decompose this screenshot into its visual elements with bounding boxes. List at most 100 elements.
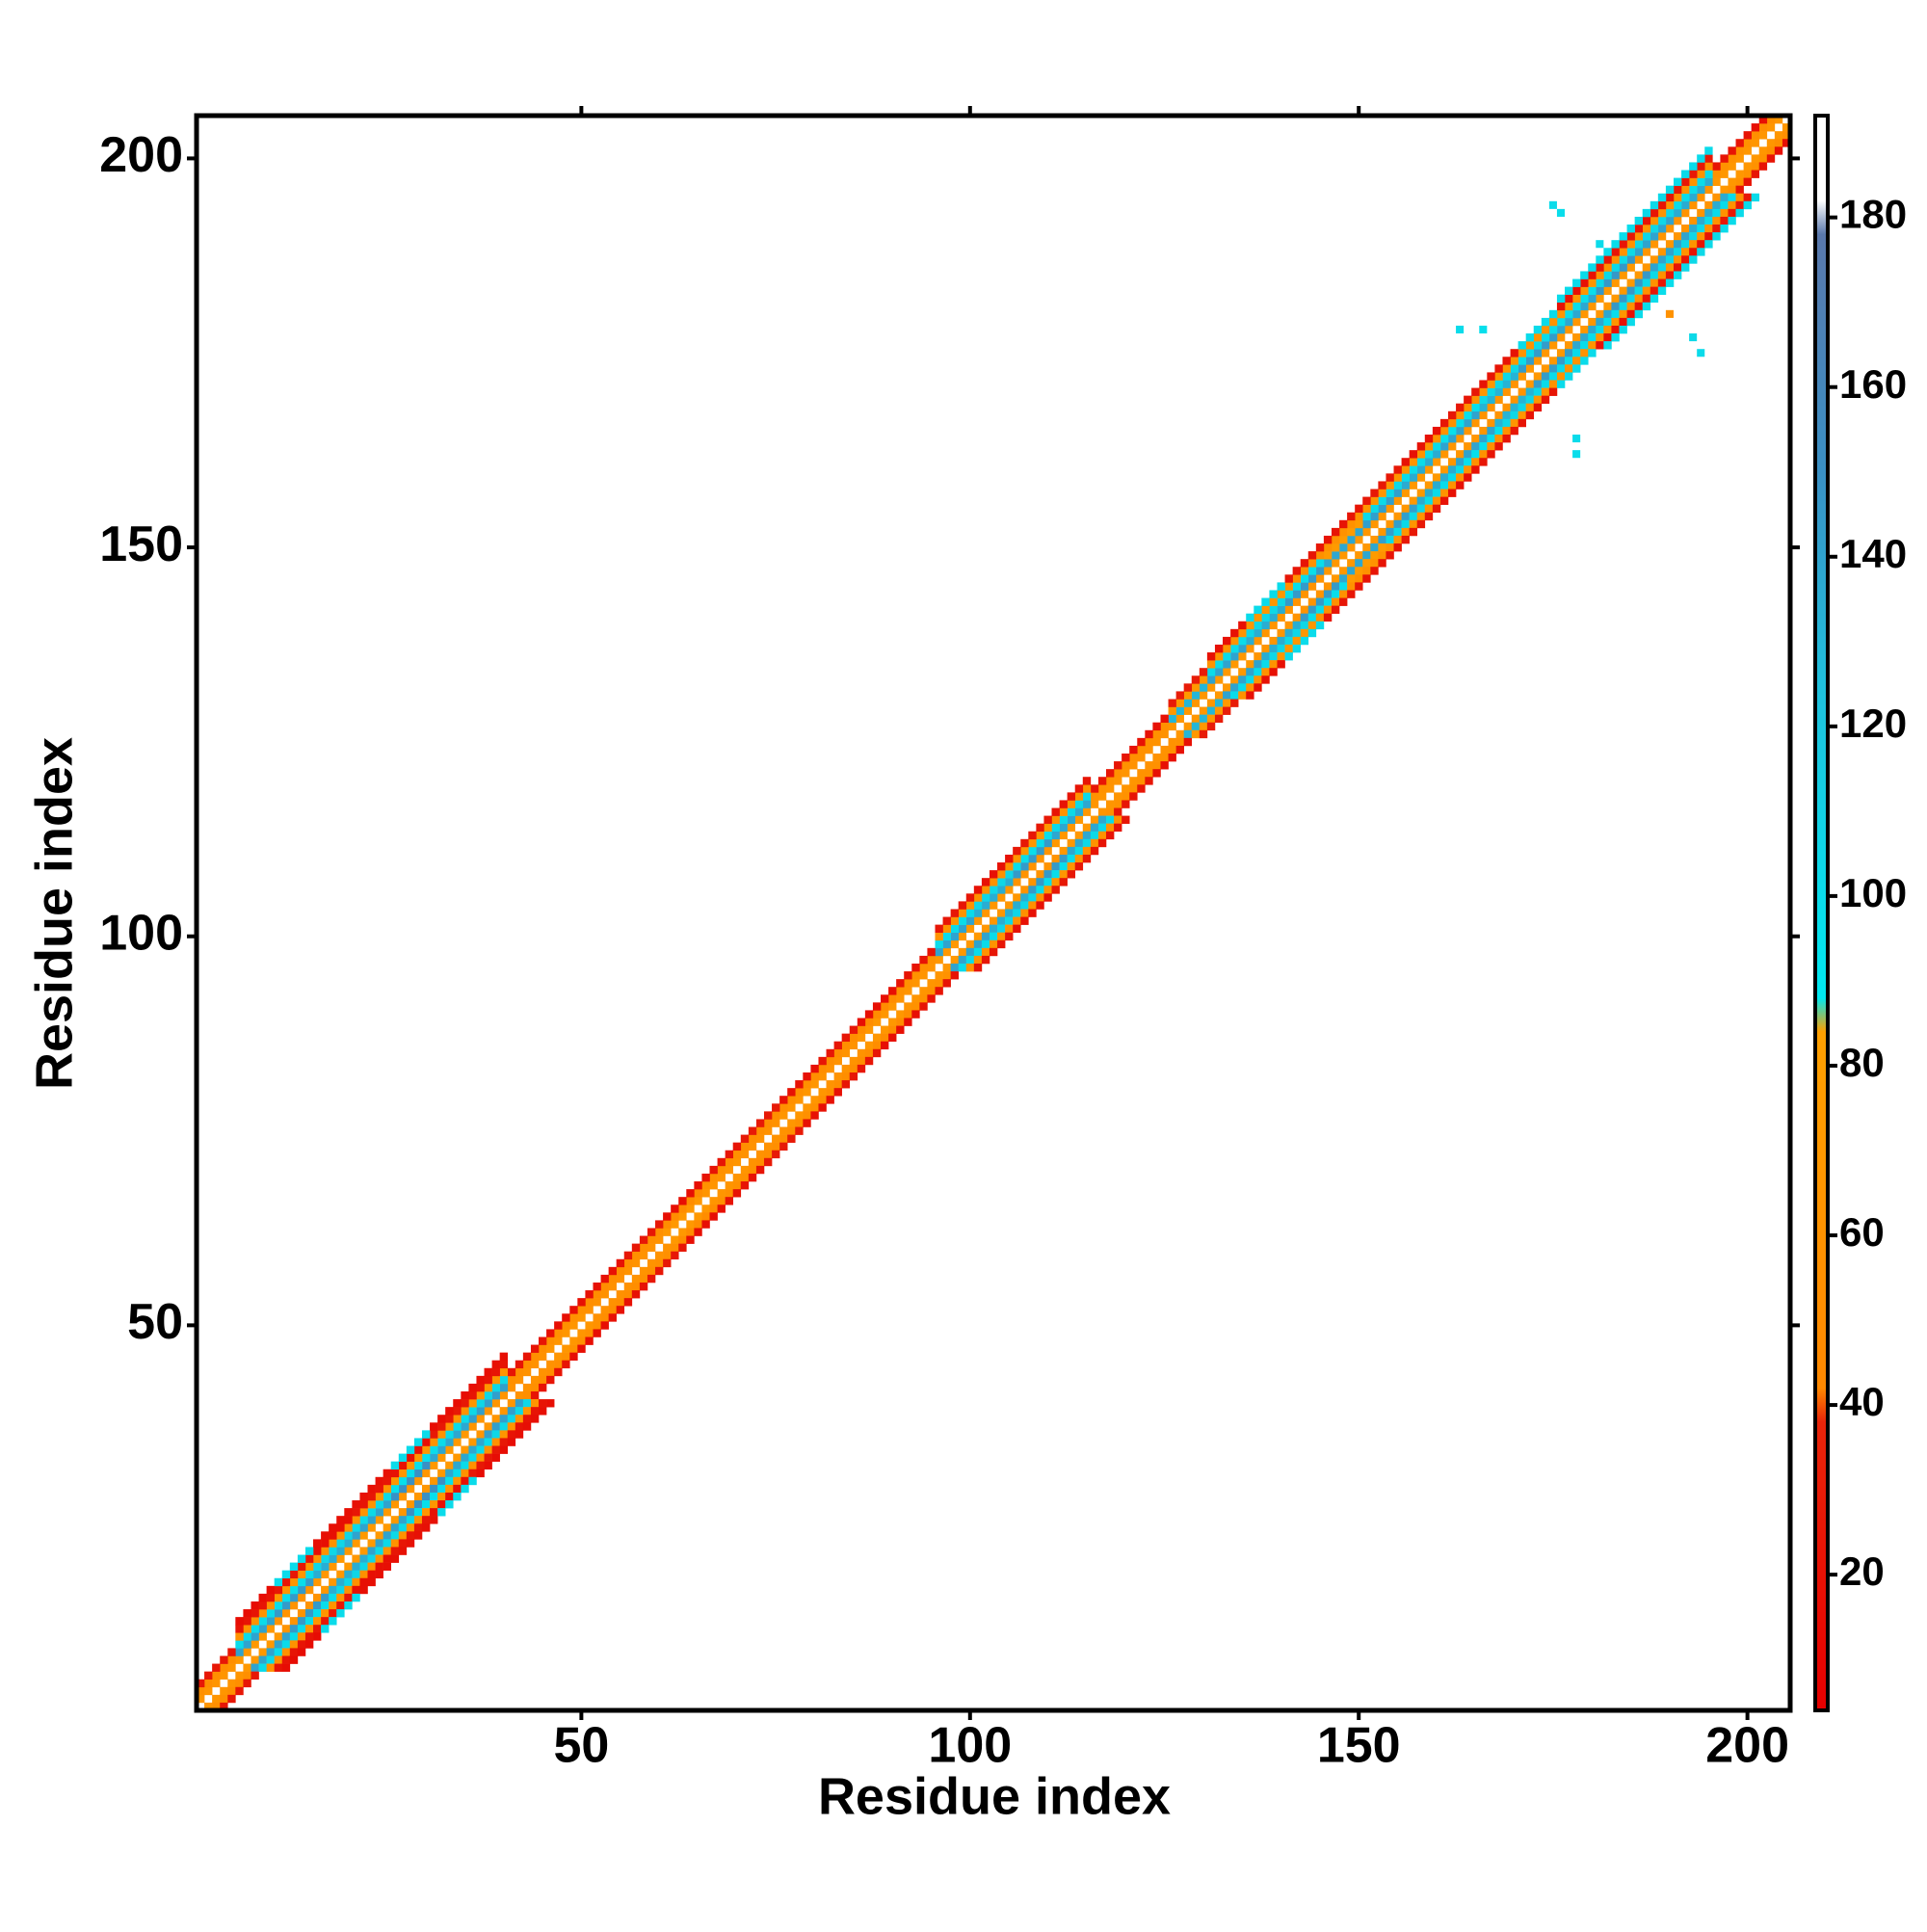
heatmap-cell [1386,519,1394,529]
heatmap-cell [1533,357,1543,365]
heatmap-cell [390,1516,400,1524]
heatmap-cell [562,1329,570,1337]
heatmap-cell [1704,232,1713,241]
heatmap-cell [748,1173,757,1182]
heatmap-cell [1175,714,1184,724]
heatmap-cell [1386,496,1394,505]
heatmap-cell [709,1173,718,1182]
heatmap-cell [1238,644,1247,653]
heatmap-cell [321,1617,330,1626]
heatmap-cell [1673,200,1682,210]
heatmap-cell [1487,442,1495,451]
heatmap-cell [1223,660,1231,669]
heatmap-cell [1199,706,1208,715]
heatmap-cell [1712,193,1721,202]
heatmap-cell [1689,333,1698,342]
heatmap-cell [663,1258,672,1268]
heatmap-cell [1043,878,1052,887]
heatmap-cell [577,1329,586,1337]
heatmap-cell [989,909,998,917]
heatmap-cell [1269,613,1278,622]
heatmap-cell [1642,240,1651,249]
heatmap-cell [1673,193,1682,202]
heatmap-cell [1603,333,1612,342]
heatmap-cell [522,1360,532,1369]
heatmap-cell [1774,116,1783,124]
heatmap-cell [1720,162,1729,171]
heatmap-cell [1743,131,1752,140]
heatmap-cell [701,1197,710,1205]
heatmap-cell [593,1329,601,1337]
heatmap-cell [1541,364,1550,373]
heatmap-cell [1642,232,1651,241]
heatmap-cell [717,1204,726,1213]
heatmap-cell [872,1002,882,1011]
heatmap-cell [375,1500,383,1509]
heatmap-cell [740,1142,750,1151]
heatmap-cell [313,1585,322,1595]
heatmap-cell [1315,551,1325,560]
heatmap-cell [220,1663,228,1672]
heatmap-cell [1254,605,1262,614]
heatmap-cell [281,1609,291,1618]
heatmap-cell [1323,605,1333,614]
heatmap-cell [779,1126,788,1135]
heatmap-cell [390,1539,400,1548]
heatmap-cell [694,1220,702,1229]
heatmap-cell [1409,489,1418,497]
heatmap-cell [1082,831,1092,840]
heatmap-cell [616,1274,625,1284]
heatmap-cell [266,1625,275,1633]
heatmap-cell [461,1461,469,1470]
heatmap-cell [1439,473,1449,482]
heatmap-cell [1743,139,1752,147]
heatmap-cell [772,1134,780,1143]
heatmap-cell [1323,590,1333,598]
heatmap-cell [329,1570,337,1579]
heatmap-cell [608,1306,617,1314]
heatmap-cell [841,1064,851,1073]
heatmap-cell [359,1539,368,1548]
heatmap-cell [437,1508,446,1517]
heatmap-cell [1238,621,1247,630]
heatmap-cell [1230,691,1239,700]
heatmap-cell [686,1212,695,1221]
heatmap-cell [701,1173,710,1182]
heatmap-cell [1596,240,1604,249]
heatmap-cell [258,1601,267,1610]
heatmap-cell [1261,613,1270,622]
heatmap-cell [1323,567,1333,575]
heatmap-cell [1720,170,1729,178]
x-tick-label: 200 [1705,1718,1789,1774]
heatmap-cell [1051,878,1060,887]
heatmap-cell [1393,481,1402,490]
heatmap-cell [437,1422,446,1431]
heatmap-cell [1720,193,1729,202]
heatmap-cell [1572,325,1581,334]
heatmap-cell [1518,364,1526,373]
heatmap-cell [352,1516,360,1524]
heatmap-cell [336,1601,345,1610]
heatmap-cell [476,1438,485,1446]
heatmap-cell [546,1367,555,1377]
heatmap-cell [212,1679,221,1688]
heatmap-cell [1502,387,1511,396]
heatmap-cell [227,1648,236,1656]
heatmap-cell [1657,248,1667,256]
heatmap-cell [359,1500,368,1509]
heatmap-cell [1043,831,1052,840]
heatmap-cell [344,1577,353,1587]
heatmap-cell [1214,683,1224,692]
heatmap-cell [965,963,975,972]
heatmap-cell [1013,854,1021,863]
heatmap-cell [740,1165,750,1175]
heatmap-cell [600,1313,609,1322]
heatmap-cell [1510,395,1518,405]
heatmap-cell [1393,519,1402,529]
heatmap-cell [1223,668,1231,676]
heatmap-cell [593,1321,601,1330]
heatmap-cell [484,1391,492,1400]
heatmap-cell [445,1422,454,1431]
heatmap-cell [1355,574,1363,583]
heatmap-cell [1238,652,1247,661]
